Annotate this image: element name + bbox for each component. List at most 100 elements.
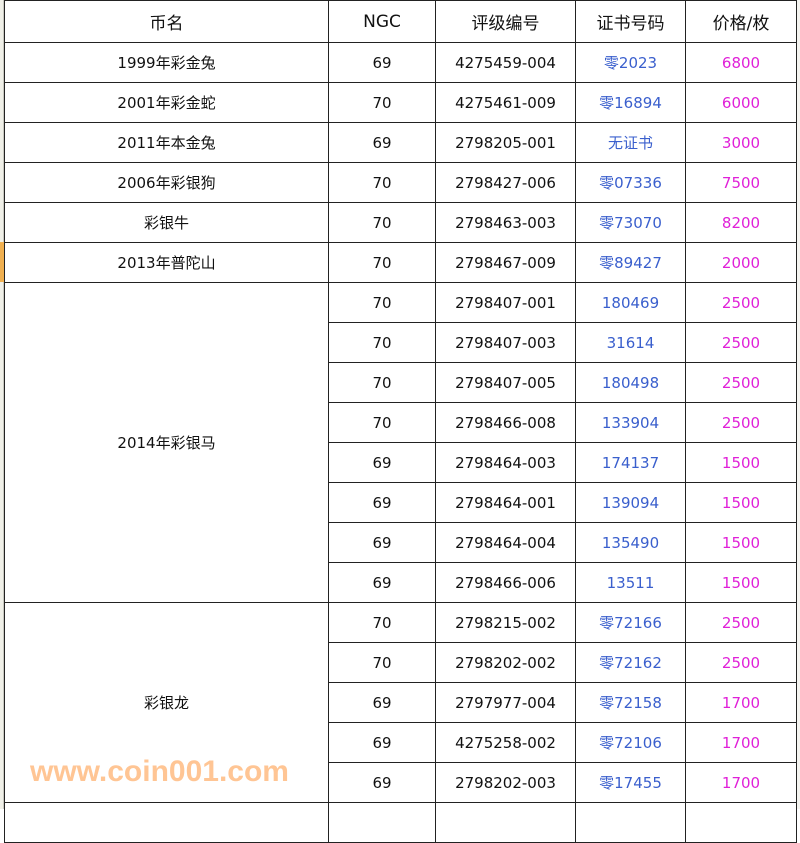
grading-number-cell[interactable]: 2797977-004 — [435, 682, 576, 723]
grading-number-cell[interactable]: 4275258-002 — [435, 722, 576, 763]
table-row: 69 2798466-006 13511 1500 — [5, 562, 797, 603]
coin-name-cell[interactable]: 2001年彩金蛇 — [4, 82, 329, 123]
table-row: 69 2797977-004 零72158 1700 — [5, 682, 797, 723]
grading-number-cell[interactable]: 2798202-003 — [435, 762, 576, 803]
price-cell[interactable]: 3000 — [685, 122, 797, 163]
grading-number-cell[interactable]: 2798407-001 — [435, 282, 576, 323]
ngc-grade-cell[interactable]: 70 — [328, 202, 436, 243]
grading-number-cell[interactable]: 2798463-003 — [435, 202, 576, 243]
certificate-number-cell[interactable]: 零72166 — [575, 602, 686, 643]
ngc-grade-cell[interactable]: 69 — [328, 42, 436, 83]
row-header-gutter — [0, 0, 4, 809]
coin-name-cell[interactable]: 2006年彩银狗 — [4, 162, 329, 203]
ngc-grade-cell[interactable]: 69 — [328, 122, 436, 163]
coin-name-cell[interactable]: 2011年本金兔 — [4, 122, 329, 163]
price-cell[interactable]: 2000 — [685, 242, 797, 283]
grading-number-cell[interactable]: 2798466-006 — [435, 562, 576, 603]
certificate-number-cell[interactable]: 135490 — [575, 522, 686, 563]
price-cell[interactable]: 1500 — [685, 442, 797, 483]
grading-number-cell[interactable]: 2798466-008 — [435, 402, 576, 443]
ngc-grade-cell[interactable]: 70 — [328, 362, 436, 403]
certificate-number-cell[interactable]: 零72162 — [575, 642, 686, 683]
table-row: 彩银牛 70 2798463-003 零73070 8200 — [4, 202, 797, 243]
price-cell[interactable]: 2500 — [685, 362, 797, 403]
certificate-number-cell[interactable]: 零2023 — [575, 42, 686, 83]
price-cell[interactable]: 2500 — [685, 282, 797, 323]
certificate-number-cell[interactable]: 零16894 — [575, 82, 686, 123]
header-grading-number[interactable]: 评级编号 — [435, 0, 576, 43]
coin-name-cell[interactable]: 2013年普陀山 — [4, 242, 329, 283]
price-cell[interactable]: 1700 — [685, 682, 797, 723]
ngc-grade-cell[interactable]: 70 — [328, 282, 436, 323]
certificate-number-cell[interactable]: 180498 — [575, 362, 686, 403]
ngc-grade-cell[interactable]: 69 — [328, 562, 436, 603]
ngc-grade-cell[interactable]: 70 — [328, 322, 436, 363]
certificate-number-cell[interactable]: 31614 — [575, 322, 686, 363]
grading-number-cell[interactable]: 2798464-004 — [435, 522, 576, 563]
ngc-grade-cell[interactable]: 69 — [328, 682, 436, 723]
grading-number-cell[interactable]: 2798464-001 — [435, 482, 576, 523]
header-price[interactable]: 价格/枚 — [685, 0, 797, 43]
price-cell[interactable]: 1500 — [685, 522, 797, 563]
coin-price-table: 币名 NGC 评级编号 证书号码 价格/枚 1999年彩金兔 69 4275459-… — [4, 0, 797, 843]
grading-number-cell[interactable]: 2798407-003 — [435, 322, 576, 363]
certificate-number-cell[interactable]: 零17455 — [575, 762, 686, 803]
certificate-number-cell[interactable]: 无证书 — [575, 122, 686, 163]
certificate-number-cell[interactable]: 零07336 — [575, 162, 686, 203]
price-cell[interactable]: 8200 — [685, 202, 797, 243]
header-certificate-number[interactable]: 证书号码 — [575, 0, 686, 43]
coin-name-cell[interactable]: 1999年彩金兔 — [4, 42, 329, 83]
coin-name-cell[interactable]: 彩银牛 — [4, 202, 329, 243]
table-row: 69 4275258-002 零72106 1700 — [5, 722, 797, 763]
table-row: 1999年彩金兔 69 4275459-004 零2023 6800 — [4, 42, 797, 83]
ngc-grade-cell[interactable]: 70 — [328, 642, 436, 683]
coin-name-cell[interactable]: 2014年彩银马 — [4, 282, 329, 603]
coin-name-cell[interactable]: 彩银龙 — [4, 602, 329, 803]
certificate-number-cell[interactable]: 174137 — [575, 442, 686, 483]
table-row: 2001年彩金蛇 70 4275461-009 零16894 6000 — [4, 82, 797, 123]
table-row: 69 2798202-003 零17455 1700 — [5, 762, 797, 803]
grading-number-cell[interactable]: 2798407-005 — [435, 362, 576, 403]
ngc-grade-cell[interactable]: 69 — [328, 762, 436, 803]
ngc-grade-cell[interactable]: 69 — [328, 722, 436, 763]
ngc-grade-cell[interactable]: 70 — [328, 82, 436, 123]
certificate-number-cell[interactable]: 180469 — [575, 282, 686, 323]
price-cell[interactable]: 7500 — [685, 162, 797, 203]
price-cell[interactable]: 1500 — [685, 562, 797, 603]
grading-number-cell[interactable]: 2798215-002 — [435, 602, 576, 643]
header-coin-name[interactable]: 币名 — [4, 0, 329, 43]
certificate-number-cell[interactable]: 零73070 — [575, 202, 686, 243]
grading-number-cell[interactable]: 2798205-001 — [435, 122, 576, 163]
certificate-number-cell[interactable]: 零72106 — [575, 722, 686, 763]
price-cell[interactable]: 2500 — [685, 642, 797, 683]
ngc-grade-cell[interactable]: 70 — [328, 242, 436, 283]
grading-number-cell[interactable]: 2798464-003 — [435, 442, 576, 483]
grading-number-cell[interactable]: 4275461-009 — [435, 82, 576, 123]
header-ngc[interactable]: NGC — [328, 0, 436, 43]
certificate-number-cell[interactable]: 133904 — [575, 402, 686, 443]
price-cell[interactable]: 2500 — [685, 602, 797, 643]
ngc-grade-cell[interactable]: 69 — [328, 482, 436, 523]
certificate-number-cell[interactable]: 13511 — [575, 562, 686, 603]
price-cell[interactable]: 6000 — [685, 82, 797, 123]
grading-number-cell[interactable]: 2798467-009 — [435, 242, 576, 283]
table-row: 70 2798202-002 零72162 2500 — [5, 642, 797, 683]
ngc-grade-cell[interactable]: 69 — [328, 442, 436, 483]
price-cell[interactable]: 1700 — [685, 722, 797, 763]
grading-number-cell[interactable]: 2798427-006 — [435, 162, 576, 203]
grading-number-cell[interactable]: 2798202-002 — [435, 642, 576, 683]
price-cell[interactable]: 1700 — [685, 762, 797, 803]
table-row: 彩银龙 70 2798215-002 零72166 2500 — [4, 602, 797, 803]
price-cell[interactable]: 6800 — [685, 42, 797, 83]
price-cell[interactable]: 2500 — [685, 402, 797, 443]
certificate-number-cell[interactable]: 零72158 — [575, 682, 686, 723]
price-cell[interactable]: 2500 — [685, 322, 797, 363]
ngc-grade-cell[interactable]: 70 — [328, 162, 436, 203]
price-cell[interactable]: 1500 — [685, 482, 797, 523]
ngc-grade-cell[interactable]: 69 — [328, 522, 436, 563]
ngc-grade-cell[interactable]: 70 — [328, 602, 436, 643]
grading-number-cell[interactable]: 4275459-004 — [435, 42, 576, 83]
certificate-number-cell[interactable]: 139094 — [575, 482, 686, 523]
certificate-number-cell[interactable]: 零89427 — [575, 242, 686, 283]
ngc-grade-cell[interactable]: 70 — [328, 402, 436, 443]
